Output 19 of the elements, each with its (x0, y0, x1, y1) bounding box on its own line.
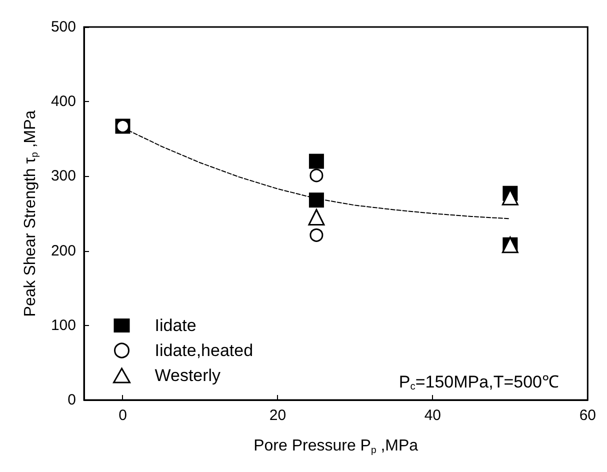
point (310, 228, 324, 242)
point (308, 208, 325, 226)
legend-label: Iidate (154, 316, 196, 335)
y-axis-title: Peak Shear Strength τp ,MPa (22, 110, 41, 317)
point (308, 192, 324, 208)
y-tick-label: 0 (68, 392, 76, 408)
y-tick-label: 200 (50, 242, 76, 260)
y-tick-label: 100 (50, 316, 76, 334)
legend-label: Iidate,heated (154, 341, 254, 360)
x-tick-label: 0 (118, 407, 127, 424)
y-tick-label: 500 (50, 18, 76, 36)
y-tick-label: 300 (50, 168, 76, 185)
x-tick-label: 60 (579, 407, 596, 424)
x-tick-label: 40 (424, 407, 442, 424)
point (310, 168, 324, 182)
x-tick-label: 20 (269, 407, 286, 424)
legend-label: Westerly (154, 366, 222, 385)
y-tick-label: 400 (50, 93, 76, 110)
point (308, 154, 324, 169)
